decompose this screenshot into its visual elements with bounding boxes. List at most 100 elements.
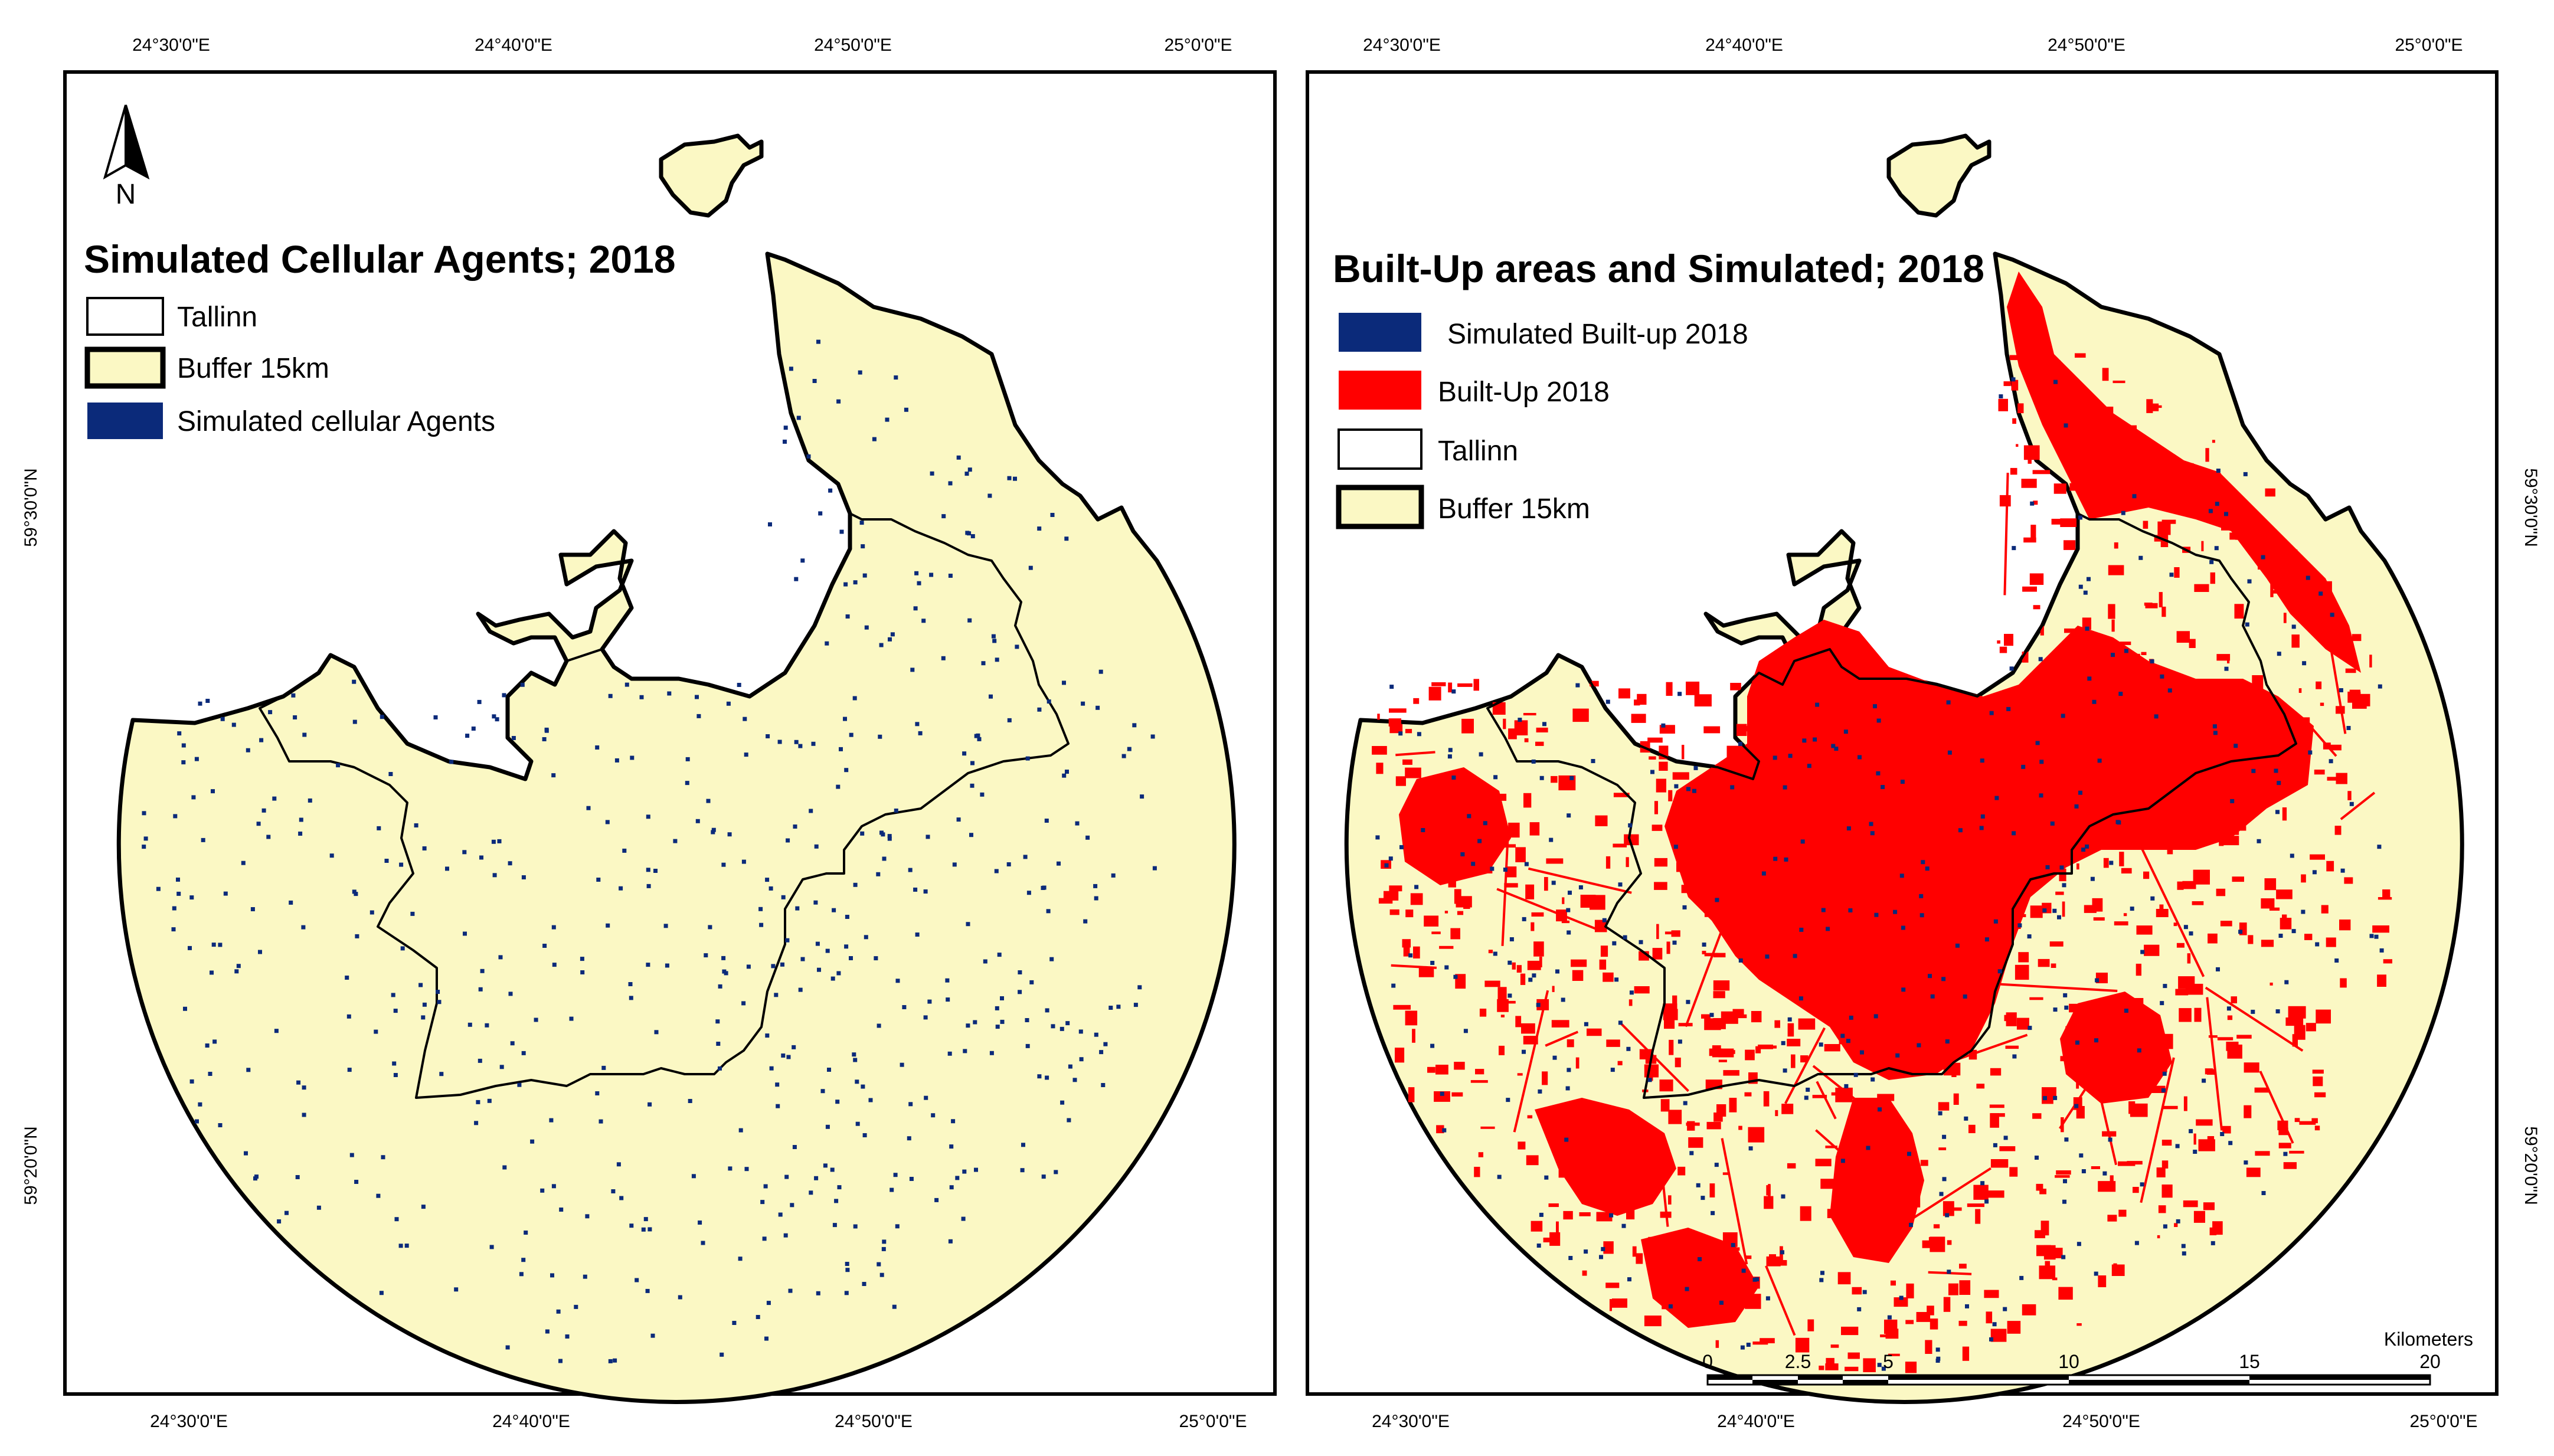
simulated-agent-dot: [947, 1051, 952, 1056]
simulated-built-up-dot: [1686, 1000, 1690, 1005]
built-up-patch: [2038, 958, 2050, 967]
simulated-built-up-dot: [2064, 423, 2068, 428]
simulated-built-up-dot: [1628, 823, 1633, 827]
simulated-agent-dot: [414, 823, 418, 827]
simulated-built-up-dot: [1844, 1084, 1849, 1088]
simulated-agent-dot: [794, 577, 799, 581]
built-up-patch: [2068, 733, 2080, 745]
built-up-patch: [2159, 904, 2164, 911]
simulated-built-up-dot: [1528, 977, 1533, 982]
built-up-patch: [2099, 1029, 2114, 1037]
built-up-patch: [2161, 1140, 2172, 1146]
built-up-patch: [2010, 467, 2017, 475]
simulated-built-up-dot: [1907, 1151, 1911, 1156]
simulated-agent-dot: [1083, 919, 1088, 924]
simulated-agent-dot: [1094, 1032, 1098, 1037]
built-up-patch: [1959, 981, 1969, 993]
built-up-patch: [1470, 1080, 1488, 1083]
simulated-agent-dot: [198, 701, 202, 706]
built-up-patch: [1652, 824, 1663, 831]
simulated-agent-dot: [976, 733, 980, 738]
built-up-patch: [1405, 729, 1412, 734]
built-up-patch: [1922, 1240, 1937, 1248]
simulated-built-up-dot: [1414, 885, 1419, 889]
built-up-road: [2136, 838, 2205, 977]
simulated-built-up-dot: [1869, 822, 1873, 826]
simulated-built-up-dot: [2012, 1054, 2017, 1059]
built-up-patch: [1431, 931, 1441, 934]
simulated-agent-dot: [398, 1244, 403, 1248]
simulated-built-up-dot: [1874, 912, 1879, 917]
simulated-agent-dot: [860, 831, 865, 836]
simulated-built-up-dot: [2213, 731, 2218, 735]
simulated-built-up-dot: [1980, 814, 1985, 819]
simulated-agent-dot: [879, 1272, 884, 1277]
built-up-road: [1820, 869, 1903, 889]
simulated-built-up-dot: [1834, 747, 1839, 751]
built-up-patch: [1654, 801, 1658, 814]
right-legend-label-buffer: Buffer 15km: [1438, 493, 1590, 525]
simulated-agent-dot: [437, 1000, 442, 1005]
simulated-built-up-dot: [1623, 935, 1627, 940]
built-up-patch: [2121, 868, 2132, 873]
simulated-agent-dot: [864, 935, 868, 940]
simulated-built-up-dot: [2193, 1150, 2197, 1154]
simulated-agent-dot: [695, 819, 700, 823]
built-up-patch: [1980, 919, 1986, 927]
simulated-agent-dot: [574, 1304, 578, 1309]
simulated-agent-dot: [995, 657, 999, 662]
built-up-patch: [2003, 381, 2011, 387]
built-up-patch: [1662, 1304, 1669, 1310]
simulated-built-up-dot: [1900, 780, 1905, 784]
built-up-patch: [2066, 679, 2084, 691]
simulated-agent-dot: [855, 1121, 860, 1126]
simulated-agent-dot: [476, 1100, 480, 1104]
built-up-patch: [2143, 871, 2150, 879]
built-up-patch: [2066, 1029, 2074, 1043]
simulated-agent-dot: [302, 1113, 306, 1117]
built-up-patch: [1531, 922, 1535, 931]
simulated-agent-dot: [1051, 1024, 1055, 1029]
built-up-patch: [1468, 779, 1481, 788]
built-up-patch: [1745, 1294, 1761, 1309]
simulated-agent-dot: [820, 1089, 825, 1094]
built-up-patch: [1427, 1066, 1435, 1073]
simulated-agent-dot: [489, 1245, 494, 1249]
simulated-agent-dot: [890, 1187, 894, 1192]
simulated-built-up-dot: [1800, 839, 1805, 844]
built-up-patch: [1876, 1051, 1879, 1056]
simulated-agent-dot: [760, 1200, 765, 1205]
simulated-built-up-dot: [2346, 726, 2351, 730]
simulated-built-up-dot: [1993, 919, 1998, 924]
simulated-built-up-dot: [1565, 1086, 1570, 1091]
simulated-agent-dot: [853, 580, 858, 585]
built-up-patch: [2167, 843, 2173, 855]
simulated-agent-dot: [902, 1005, 907, 1009]
built-up-patch: [1501, 844, 1516, 848]
built-up-patch: [1840, 980, 1845, 995]
built-up-patch: [2033, 605, 2040, 610]
built-up-patch: [1852, 1287, 1862, 1295]
built-up-patch: [1542, 1071, 1548, 1085]
built-up-patch: [2030, 905, 2043, 918]
built-up-patch: [1603, 1241, 1614, 1254]
built-up-patch: [1732, 855, 1741, 859]
simulated-built-up-dot: [1877, 1363, 1882, 1367]
simulated-agent-dot: [992, 639, 997, 643]
built-up-patch: [2021, 479, 2037, 488]
simulated-built-up-dot: [2220, 1132, 2225, 1136]
built-up-patch: [1709, 1183, 1715, 1197]
built-up-patch: [1991, 985, 2000, 989]
simulated-built-up-dot: [1840, 1159, 1845, 1163]
right-side-coord-2: 59°20'0"N: [2521, 1126, 2540, 1205]
simulated-agent-dot: [885, 417, 890, 422]
left-top-coord-3: 24°50'0"E: [814, 35, 892, 55]
simulated-agent-dot: [718, 1066, 722, 1071]
simulated-agent-dot: [816, 339, 820, 344]
built-up-patch: [2127, 1161, 2143, 1165]
simulated-agent-dot: [720, 1352, 724, 1357]
simulated-agent-dot: [1065, 770, 1069, 774]
simulated-built-up-dot: [2283, 1151, 2288, 1156]
built-up-patch: [2091, 801, 2095, 805]
built-up-patch: [2091, 810, 2100, 813]
